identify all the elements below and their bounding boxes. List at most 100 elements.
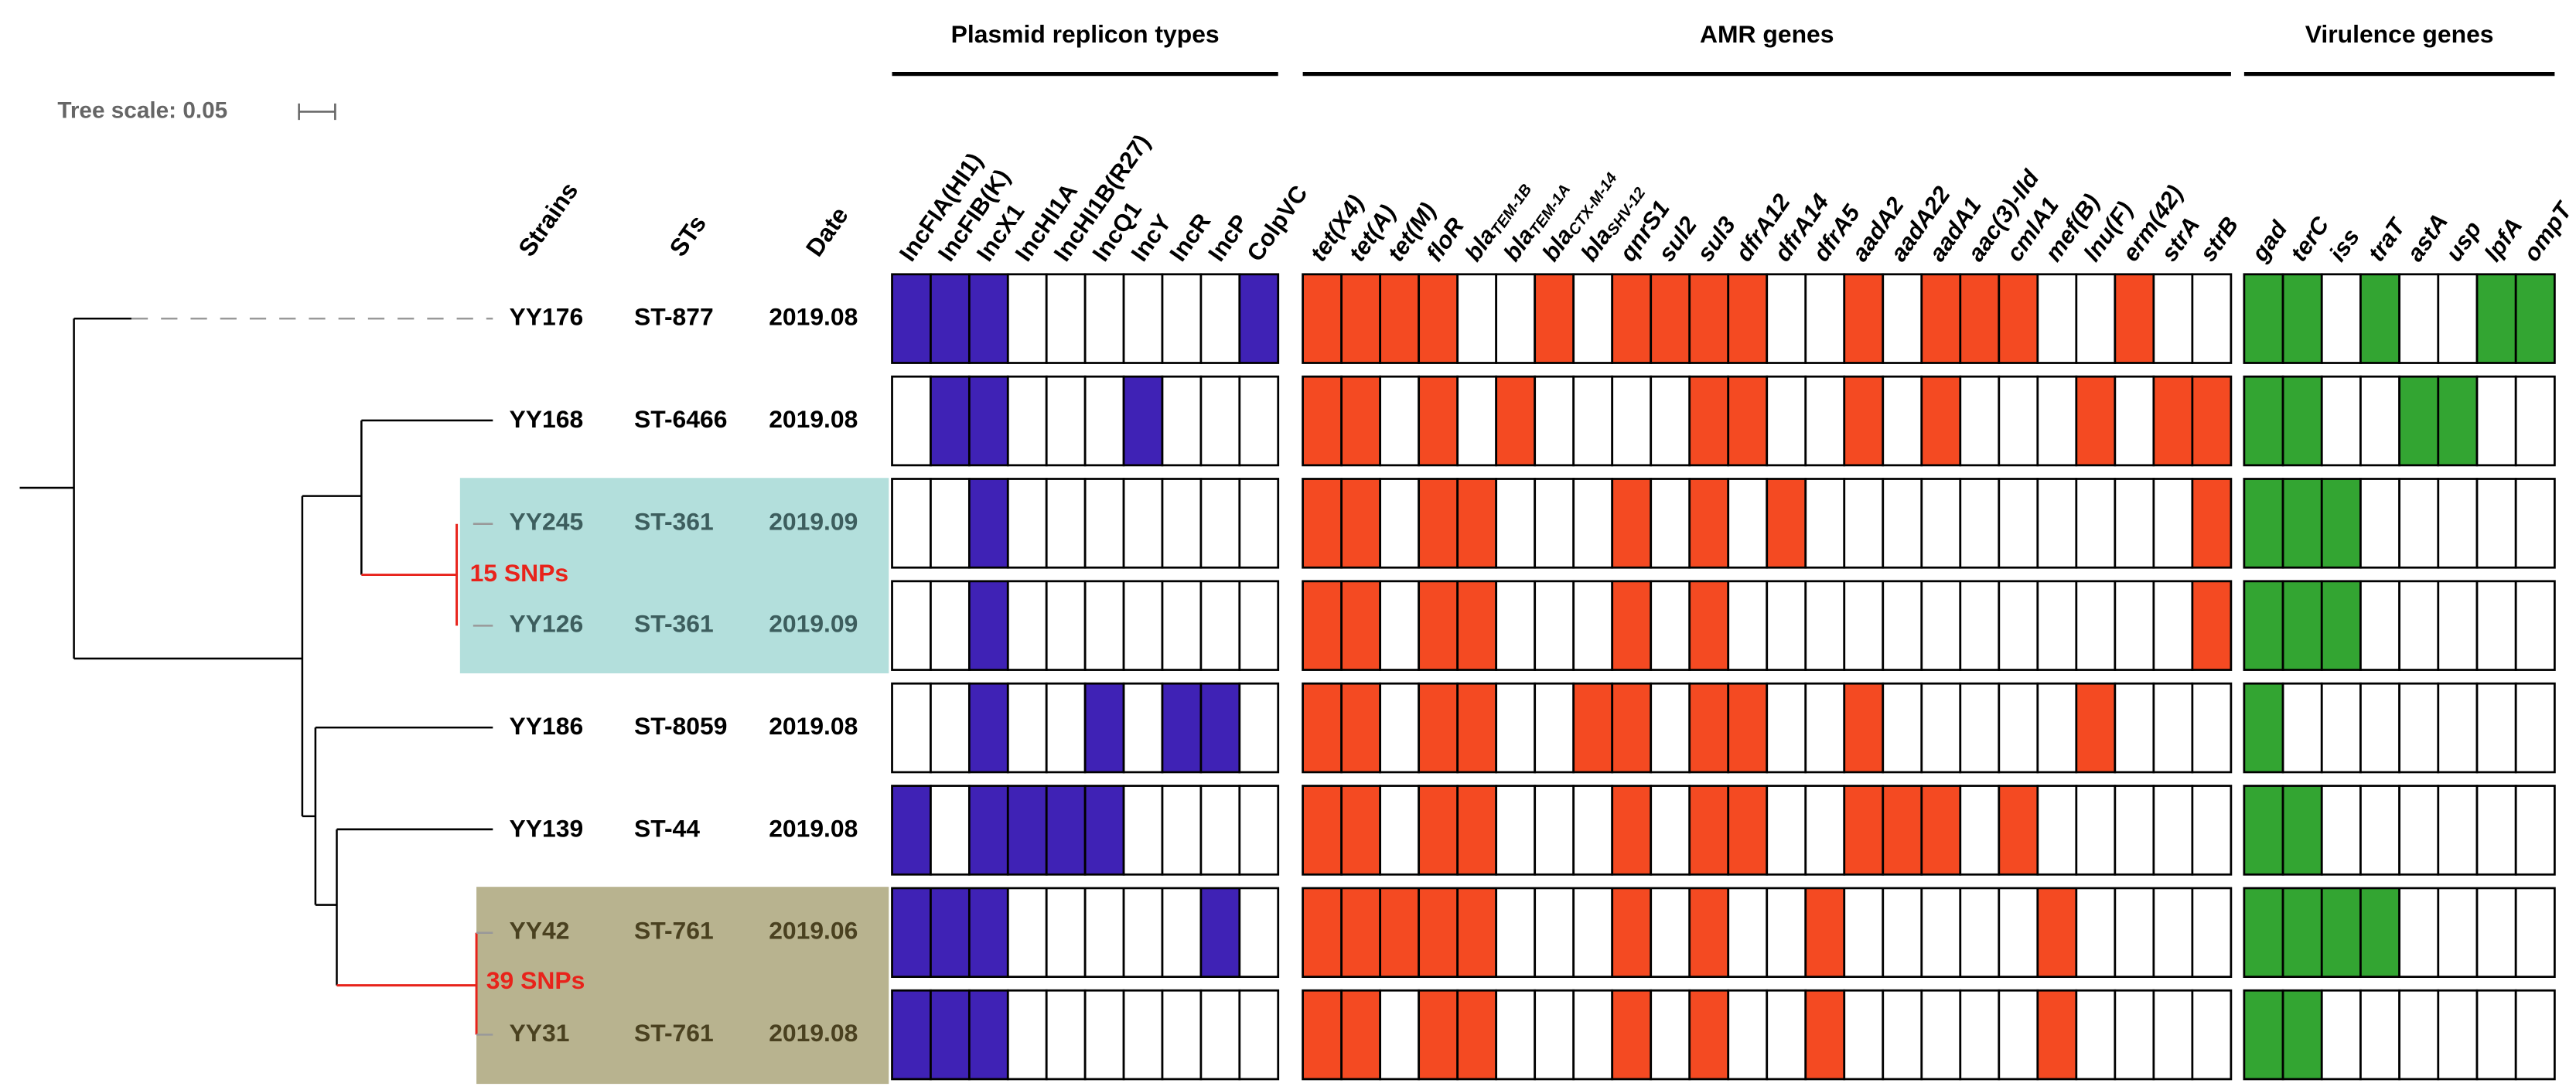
presence-cell [1379, 785, 1421, 876]
presence-cell [1534, 785, 1575, 876]
presence-cell [2114, 478, 2155, 569]
presence-cell [1611, 887, 1653, 978]
presence-cell [1122, 989, 1164, 1081]
presence-cell [1006, 580, 1048, 671]
presence-cell [1572, 375, 1614, 467]
presence-cell [891, 580, 932, 671]
presence-cell [1843, 375, 1885, 467]
presence-cell [1650, 580, 1691, 671]
presence-cell [967, 580, 1009, 671]
presence-cell [1611, 989, 1653, 1081]
presence-cell [2320, 785, 2362, 876]
presence-cell [1843, 273, 1885, 364]
presence-cell [1418, 989, 1459, 1081]
date-label: 2019.08 [769, 814, 858, 842]
presence-cell [2320, 989, 2362, 1081]
presence-cell [2243, 375, 2284, 467]
presence-cell [1572, 273, 1614, 364]
presence-cell [1302, 478, 1343, 569]
presence-cell [1534, 478, 1575, 569]
presence-cell [2398, 989, 2440, 1081]
presence-cell [1882, 375, 1923, 467]
presence-cell [1804, 273, 1846, 364]
presence-cell [1379, 580, 1421, 671]
presence-cell [2281, 478, 2323, 569]
presence-cell [2191, 478, 2233, 569]
presence-cell [1083, 375, 1125, 467]
presence-cell [1998, 989, 2039, 1081]
presence-cell [1998, 273, 2039, 364]
presence-cell [1161, 375, 1203, 467]
st-label: ST-761 [634, 917, 714, 945]
presence-cell [2398, 785, 2440, 876]
group-title: Plasmid replicon types [951, 20, 1220, 48]
presence-cell [1727, 785, 1769, 876]
presence-cell [1238, 785, 1280, 876]
presence-cell [2191, 682, 2233, 774]
presence-cell [1045, 273, 1087, 364]
presence-cell [1302, 682, 1343, 774]
presence-cell [2036, 580, 2078, 671]
presence-cell [1534, 887, 1575, 978]
presence-cell [1998, 478, 2039, 569]
presence-cell [1688, 989, 1730, 1081]
presence-cell [2036, 989, 2078, 1081]
presence-cell [1045, 785, 1087, 876]
presence-cell [1238, 682, 1280, 774]
presence-cell [891, 989, 932, 1081]
presence-cell [1418, 682, 1459, 774]
presence-cell [1920, 887, 1962, 978]
presence-cell [1766, 682, 1807, 774]
presence-cell [2320, 887, 2362, 978]
presence-cell [1302, 989, 1343, 1081]
presence-cell [930, 580, 971, 671]
presence-cell [2359, 887, 2401, 978]
presence-cell [2075, 375, 2117, 467]
presence-cell [1340, 682, 1382, 774]
gene-label: astA [2401, 209, 2453, 267]
presence-cell [967, 989, 1009, 1081]
presence-cell [1083, 989, 1125, 1081]
presence-cell [1199, 682, 1241, 774]
presence-cell [2152, 989, 2194, 1081]
clade-highlight [476, 887, 889, 1085]
presence-cell [1572, 580, 1614, 671]
presence-cell [1006, 273, 1048, 364]
presence-cell [2281, 989, 2323, 1081]
presence-cell [2152, 682, 2194, 774]
presence-cell [1998, 887, 2039, 978]
presence-cell [2475, 989, 2517, 1081]
presence-cell [1302, 785, 1343, 876]
presence-cell [2437, 580, 2479, 671]
presence-cell [2114, 785, 2155, 876]
presence-cell [2114, 580, 2155, 671]
strain-label: YY186 [510, 712, 584, 740]
column-header: STs [664, 210, 711, 262]
presence-cell [2514, 887, 2556, 978]
presence-cell [891, 785, 932, 876]
presence-cell [1882, 887, 1923, 978]
presence-cell [1843, 989, 1885, 1081]
presence-cell [1456, 580, 1498, 671]
presence-cell [1572, 989, 1614, 1081]
presence-cell [1418, 273, 1459, 364]
presence-cell [1122, 682, 1164, 774]
presence-cell [1572, 682, 1614, 774]
group-title: Virulence genes [2305, 20, 2494, 48]
presence-cell [2281, 682, 2323, 774]
presence-cell [1804, 785, 1846, 876]
presence-cell [891, 478, 932, 569]
presence-cell [1302, 887, 1343, 978]
presence-cell [1083, 273, 1125, 364]
presence-cell [1843, 785, 1885, 876]
presence-cell [1920, 375, 1962, 467]
presence-cell [1495, 785, 1537, 876]
presence-cell [1959, 785, 2001, 876]
presence-cell [1766, 989, 1807, 1081]
presence-cell [1920, 478, 1962, 569]
presence-cell [1418, 580, 1459, 671]
presence-cell [1083, 580, 1125, 671]
presence-cell [2036, 682, 2078, 774]
presence-cell [930, 989, 971, 1081]
st-label: ST-361 [634, 507, 714, 535]
